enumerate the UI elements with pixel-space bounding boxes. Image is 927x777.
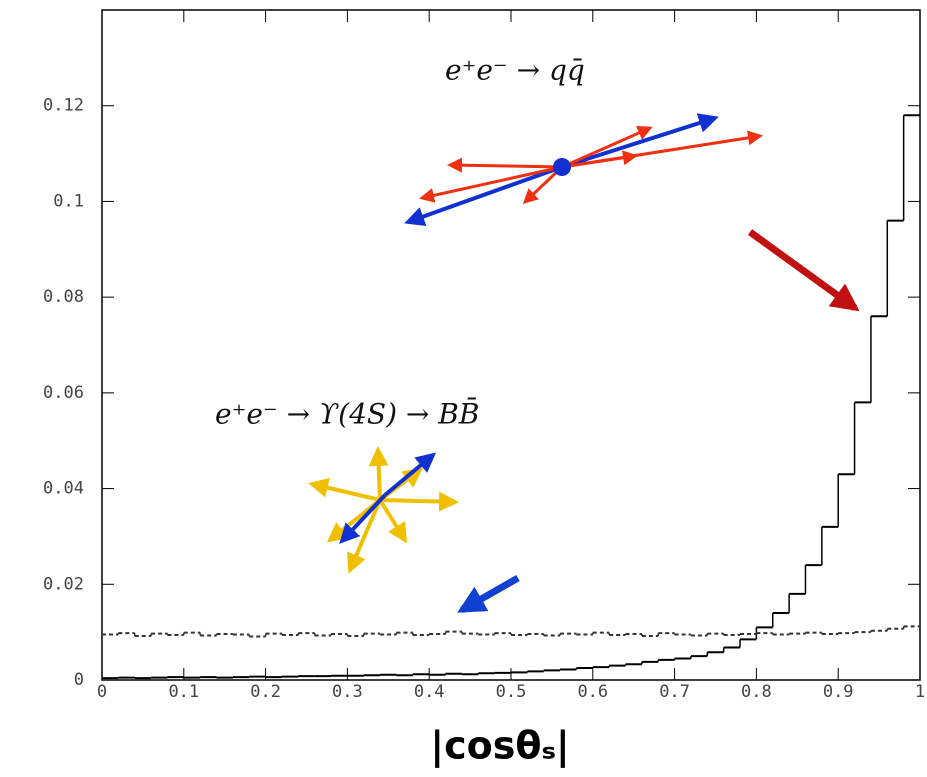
y-tick-label: 0	[74, 670, 84, 690]
x-axis-label: |cosθₛ|	[430, 724, 570, 769]
y-tick-label: 0.06	[43, 383, 84, 403]
x-tick-label: 0	[97, 682, 107, 702]
x-tick-label: 0.6	[577, 682, 608, 702]
x-tick-label: 0.9	[823, 682, 854, 702]
annotation: e⁺e⁻ → ϒ(4S) → BB̄	[215, 396, 479, 430]
y-tick-label: 0.12	[43, 96, 84, 116]
y-tick-label: 0.02	[43, 574, 84, 594]
x-tick-label: 0.1	[168, 682, 199, 702]
x-tick-label: 1	[915, 682, 925, 702]
x-tick-label: 0.7	[659, 682, 690, 702]
x-tick-label: 0.2	[250, 682, 281, 702]
y-tick-label: 0.1	[53, 191, 84, 211]
x-tick-label: 0.5	[496, 682, 527, 702]
x-tick-label: 0.3	[332, 682, 363, 702]
decoration-arrows	[308, 113, 860, 614]
y-tick-label: 0.08	[43, 287, 84, 307]
x-tick-label: 0.4	[414, 682, 445, 702]
annotation: e⁺e⁻ → qq̄	[445, 54, 585, 87]
x-tick-label: 0.8	[741, 682, 772, 702]
y-tick-label: 0.04	[43, 479, 84, 499]
